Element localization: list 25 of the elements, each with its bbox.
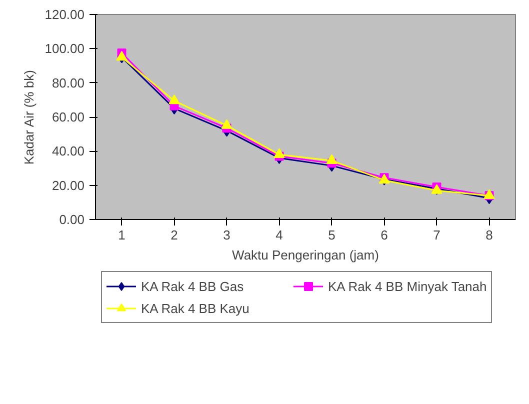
- x-tick-label: 8: [486, 228, 493, 242]
- x-tick-label: 2: [170, 228, 178, 242]
- y-tick-label: 100.00: [44, 41, 85, 56]
- legend-label: KA Rak 4 BB Kayu: [141, 300, 250, 316]
- point: [326, 154, 338, 164]
- point: [274, 148, 285, 158]
- y-tick-label: 40.00: [52, 144, 85, 159]
- x-tick-label: 4: [276, 228, 283, 242]
- legend-label: KA Rak 4 BB Minyak Tanah: [328, 278, 487, 294]
- point: [168, 94, 180, 104]
- x-tick-label: 3: [223, 228, 230, 242]
- y-tick-label: 120.00: [44, 7, 85, 22]
- y-tick-label: 80.00: [52, 75, 85, 90]
- legend-label: KA Rak 4 BB Gas: [141, 278, 245, 294]
- y-tick-label: 60.00: [52, 110, 85, 124]
- x-tick-label: 1: [118, 228, 126, 242]
- x-axis-title: Waktu Pengeringan (jam): [232, 248, 379, 262]
- y-axis-title: Kadar Air (% bk): [22, 70, 37, 165]
- x-tick-label: 5: [328, 228, 336, 242]
- y-tick-label: 20.00: [52, 178, 85, 193]
- point: [221, 119, 232, 129]
- x-tick-label: 6: [380, 228, 388, 242]
- y-tick-label: 0.00: [59, 212, 85, 227]
- x-tick-label: 7: [433, 228, 440, 242]
- point: [116, 50, 128, 61]
